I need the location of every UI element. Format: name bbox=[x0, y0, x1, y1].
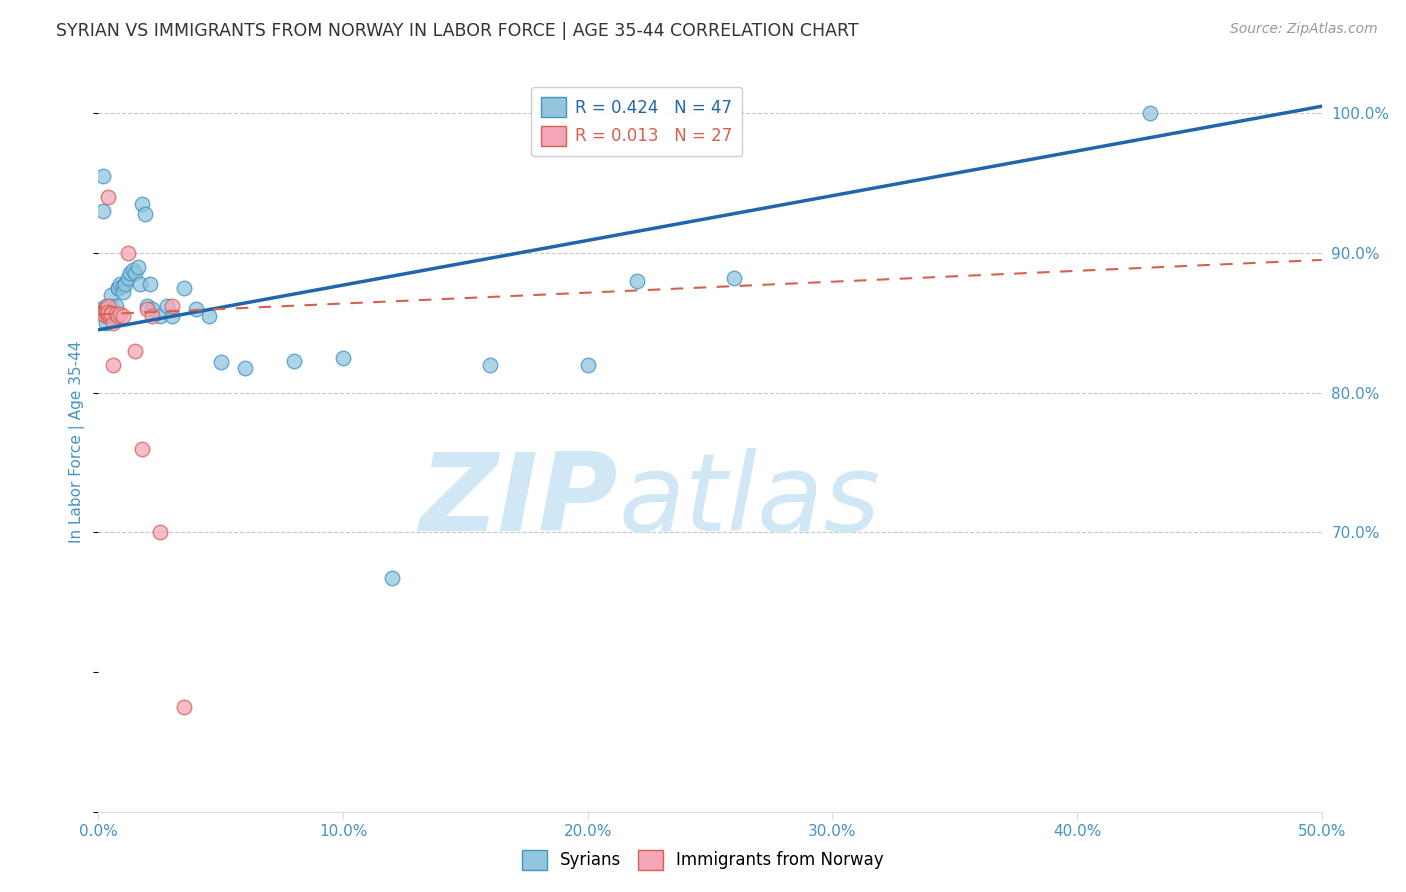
Point bbox=[233, 360, 256, 375]
Point bbox=[97, 299, 120, 313]
Point bbox=[136, 299, 159, 313]
Point bbox=[173, 281, 195, 295]
Point bbox=[156, 299, 179, 313]
Point bbox=[149, 525, 172, 540]
Point bbox=[120, 266, 142, 280]
Point bbox=[94, 306, 117, 320]
Point bbox=[149, 309, 172, 323]
Point bbox=[160, 309, 183, 323]
Point bbox=[111, 279, 134, 293]
Point bbox=[173, 700, 195, 714]
Point bbox=[91, 304, 114, 318]
Point bbox=[101, 316, 124, 330]
Point bbox=[101, 309, 124, 323]
Point bbox=[100, 299, 122, 313]
Point bbox=[110, 277, 132, 291]
Point bbox=[723, 271, 745, 285]
Point bbox=[91, 204, 114, 219]
Point bbox=[94, 309, 117, 323]
Point bbox=[97, 304, 120, 318]
Point bbox=[626, 274, 648, 288]
Point bbox=[100, 306, 122, 320]
Text: Source: ZipAtlas.com: Source: ZipAtlas.com bbox=[1230, 22, 1378, 37]
Point bbox=[160, 299, 183, 313]
Text: atlas: atlas bbox=[619, 449, 880, 553]
Point bbox=[136, 301, 159, 316]
Point bbox=[104, 299, 127, 313]
Point bbox=[209, 355, 232, 369]
Point bbox=[94, 316, 117, 330]
Legend: R = 0.424   N = 47, R = 0.013   N = 27: R = 0.424 N = 47, R = 0.013 N = 27 bbox=[531, 87, 742, 156]
Point bbox=[186, 301, 208, 316]
Point bbox=[381, 571, 404, 585]
Point bbox=[94, 304, 117, 318]
Point bbox=[1139, 106, 1161, 120]
Point bbox=[111, 309, 134, 323]
Point bbox=[107, 281, 129, 295]
Text: SYRIAN VS IMMIGRANTS FROM NORWAY IN LABOR FORCE | AGE 35-44 CORRELATION CHART: SYRIAN VS IMMIGRANTS FROM NORWAY IN LABO… bbox=[56, 22, 859, 40]
Point bbox=[576, 358, 599, 372]
Point bbox=[101, 309, 124, 323]
Point bbox=[141, 301, 163, 316]
Point bbox=[104, 307, 127, 321]
Point bbox=[94, 301, 117, 316]
Point bbox=[131, 442, 153, 456]
Point bbox=[117, 271, 139, 285]
Point bbox=[90, 304, 112, 318]
Point bbox=[90, 306, 112, 320]
Point bbox=[90, 301, 112, 316]
Point bbox=[100, 307, 122, 321]
Point bbox=[124, 343, 146, 358]
Point bbox=[100, 288, 122, 302]
Legend: Syrians, Immigrants from Norway: Syrians, Immigrants from Norway bbox=[515, 843, 891, 877]
Point bbox=[134, 207, 156, 221]
Point bbox=[124, 266, 146, 280]
Point bbox=[283, 353, 305, 368]
Point bbox=[107, 309, 129, 323]
Point bbox=[101, 358, 124, 372]
Point bbox=[97, 304, 120, 318]
Point bbox=[97, 190, 120, 204]
Point bbox=[97, 307, 120, 321]
Point bbox=[478, 358, 501, 372]
Point bbox=[127, 260, 149, 274]
Point bbox=[111, 285, 134, 299]
Text: ZIP: ZIP bbox=[420, 448, 619, 554]
Point bbox=[114, 277, 136, 291]
Point bbox=[91, 307, 114, 321]
Point bbox=[97, 301, 120, 316]
Point bbox=[94, 299, 117, 313]
Point bbox=[129, 277, 152, 291]
Point bbox=[91, 169, 114, 183]
Y-axis label: In Labor Force | Age 35-44: In Labor Force | Age 35-44 bbox=[69, 341, 86, 542]
Point bbox=[197, 309, 219, 323]
Point bbox=[110, 307, 132, 321]
Point bbox=[131, 197, 153, 211]
Point bbox=[97, 301, 120, 316]
Point bbox=[139, 277, 162, 291]
Point bbox=[141, 309, 163, 323]
Point bbox=[332, 351, 354, 365]
Point bbox=[107, 281, 129, 295]
Point bbox=[117, 246, 139, 260]
Point bbox=[121, 262, 143, 277]
